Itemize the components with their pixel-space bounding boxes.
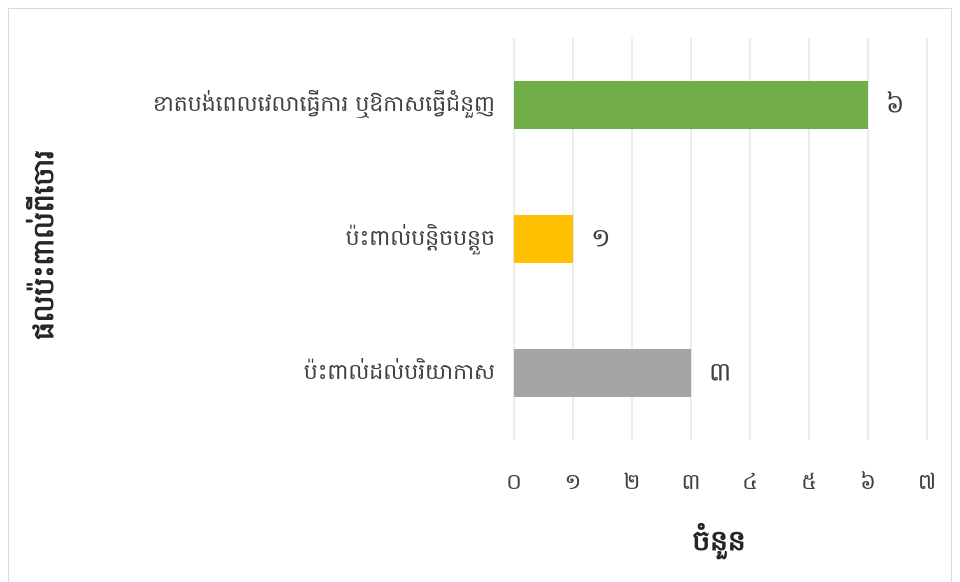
bar	[514, 215, 573, 263]
bar	[514, 349, 691, 397]
value-label: ៦	[886, 90, 904, 120]
y-tick-label: ខាតបង់ពេលវេលាធ្វើការ ឬឱកាសធ្វើជំនួញ	[153, 90, 495, 119]
y-tick-label: ប៉ះពាល់បន្តិចបន្តួច	[346, 224, 495, 255]
x-axis-label: ចំនួន	[692, 522, 745, 560]
y-tick-label: ប៉ះពាល់ដល់បរិយាកាស	[304, 358, 495, 385]
x-tick-label: ០	[506, 470, 522, 495]
x-tick-label: ៤	[742, 470, 758, 495]
value-label: ៣	[709, 358, 731, 388]
value-label: ១	[591, 224, 611, 254]
x-tick-label: ៣	[682, 470, 701, 495]
x-tick-label: ៥	[801, 470, 817, 495]
x-tick-label: ៦	[860, 470, 876, 495]
y-axis-label: ផលប៉ះពាល់ពីចោរ	[25, 150, 60, 340]
x-tick-label: ៧	[918, 470, 936, 495]
bar	[514, 81, 868, 129]
x-tick-label: ២	[624, 470, 641, 495]
x-tick-label: ១	[565, 470, 582, 495]
